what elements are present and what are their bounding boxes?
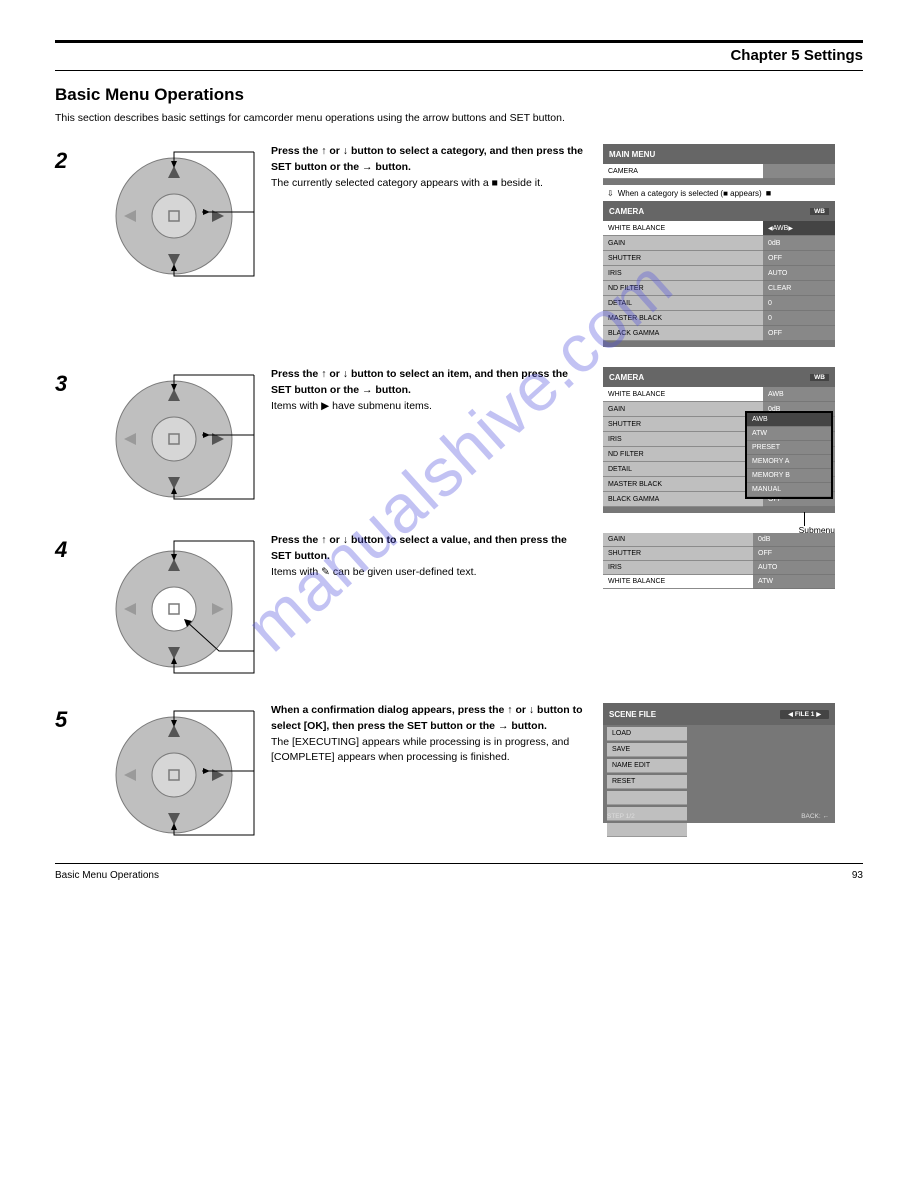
menu-value: OFF <box>753 547 835 561</box>
header-rule-bottom <box>55 70 863 71</box>
menu-badge: WB <box>810 208 829 215</box>
menu-item: DETAIL <box>603 462 763 477</box>
step-number: 5 <box>55 703 77 733</box>
menu-item: GAIN <box>603 402 763 417</box>
submenu-item: AWB <box>747 413 831 427</box>
menu-screenshot-step5: SCENE FILE ◀FILE 1▶ LOAD SAVE NAME EDIT … <box>603 703 835 823</box>
intro-paragraph: This section describes basic settings fo… <box>55 111 863 126</box>
arrowpad-diagram <box>89 367 259 507</box>
menu-title: CAMERA WB <box>603 367 835 387</box>
menu-value: CLEAR <box>763 281 835 296</box>
menu-title: SCENE FILE ◀FILE 1▶ <box>603 703 835 725</box>
submenu-item: MEMORY A <box>747 455 831 469</box>
menu-item: IRIS <box>603 266 763 281</box>
menu-button: LOAD <box>607 727 687 741</box>
menu-item: ND FILTER <box>603 281 763 296</box>
menu-button <box>607 791 687 805</box>
menu-value: OFF <box>763 251 835 266</box>
menu-item: ND FILTER <box>603 447 763 462</box>
menu-value: 0 <box>763 296 835 311</box>
section-title: Basic Menu Operations <box>55 85 863 105</box>
menu-item: SHUTTER <box>603 251 763 266</box>
submenu-item: PRESET <box>747 441 831 455</box>
menu-badge: WB <box>810 374 829 381</box>
square-icon: ■ <box>766 188 771 198</box>
menu-pill: ◀FILE 1▶ <box>780 710 829 719</box>
menu-item: MASTER BLACK <box>603 477 763 492</box>
page-footer: Basic Menu Operations 93 <box>55 863 863 881</box>
footer-section-name: Basic Menu Operations <box>55 870 159 881</box>
menu-title: CAMERA WB <box>603 201 835 221</box>
menu-item: BLACK GAMMA <box>603 326 763 341</box>
step-number: 3 <box>55 367 77 397</box>
menu-page-indicator: STEP 1/2 <box>607 813 635 820</box>
arrowpad-diagram <box>89 144 259 284</box>
step-2: 2 <box>55 144 863 347</box>
menu-item: IRIS <box>603 561 753 575</box>
menu-value: AWB <box>763 221 835 236</box>
menu-value: AWB <box>763 387 835 402</box>
step-text: Press the ↑ or ↓ button to select a cate… <box>271 144 585 191</box>
menu-item: SHUTTER <box>603 547 753 561</box>
menu-item: GAIN <box>603 533 753 547</box>
menu-title: MAIN MENU <box>603 144 835 164</box>
menu-screenshot-step4: GAIN0dB SHUTTEROFF IRISAUTO WHITE BALANC… <box>603 533 835 589</box>
step-text: Press the ↑ or ↓ button to select an ite… <box>271 367 585 414</box>
footer-page-number: 93 <box>852 870 863 881</box>
menu-button: NAME EDIT <box>607 759 687 773</box>
step-text: Press the ↑ or ↓ button to select a valu… <box>271 533 585 580</box>
menu-screenshot-step2: MAIN MENU CAMERA ⇩ When a category is se… <box>603 144 835 347</box>
menu-value: 0dB <box>753 533 835 547</box>
menu-button: RESET <box>607 775 687 789</box>
menu-value: AUTO <box>763 266 835 281</box>
submenu-caption: Submenu <box>799 525 835 535</box>
menu-arrow-note: ⇩ When a category is selected (■ appears… <box>607 188 835 198</box>
arrowpad-diagram <box>89 533 259 683</box>
chapter-title: Chapter 5 Settings <box>55 47 863 64</box>
menu-back-hint: BACK: ← <box>801 813 829 820</box>
step-number: 4 <box>55 533 77 563</box>
menu-value <box>763 164 835 179</box>
submenu-popup: AWB ATW PRESET MEMORY A MEMORY B MANUAL <box>745 411 833 499</box>
submenu-item: MEMORY B <box>747 469 831 483</box>
page-container: manualshive.com Chapter 5 Settings Basic… <box>0 0 918 911</box>
menu-item: DETAIL <box>603 296 763 311</box>
submenu-callout-line <box>804 512 805 526</box>
step-3: 3 Press th <box>55 367 863 513</box>
menu-screenshot-step3: CAMERA WB WHITE BALANCEAWB GAIN0dB SHUTT… <box>603 367 835 513</box>
menu-value: AUTO <box>753 561 835 575</box>
menu-item: MASTER BLACK <box>603 311 763 326</box>
menu-item: CAMERA <box>603 164 763 179</box>
menu-item: BLACK GAMMA <box>603 492 763 507</box>
step-text: When a confirmation dialog appears, pres… <box>271 703 585 766</box>
menu-button: SAVE <box>607 743 687 757</box>
down-arrow-icon: ⇩ <box>607 189 614 198</box>
step-number: 2 <box>55 144 77 174</box>
submenu-item: MANUAL <box>747 483 831 497</box>
menu-value: 0 <box>763 311 835 326</box>
menu-item: WHITE BALANCE <box>603 221 763 236</box>
step-5: 5 When a c <box>55 703 863 843</box>
menu-item: WHITE BALANCE <box>603 387 763 402</box>
submenu-item: ATW <box>747 427 831 441</box>
menu-item: WHITE BALANCE <box>603 575 753 589</box>
arrowpad-diagram <box>89 703 259 843</box>
header-rule-top: Chapter 5 Settings <box>55 40 863 64</box>
menu-item: GAIN <box>603 236 763 251</box>
menu-button <box>607 823 687 837</box>
step-4: 4 <box>55 533 863 683</box>
menu-value: ATW <box>753 575 835 589</box>
menu-value: 0dB <box>763 236 835 251</box>
menu-item: IRIS <box>603 432 763 447</box>
menu-value: OFF <box>763 326 835 341</box>
menu-item: SHUTTER <box>603 417 763 432</box>
